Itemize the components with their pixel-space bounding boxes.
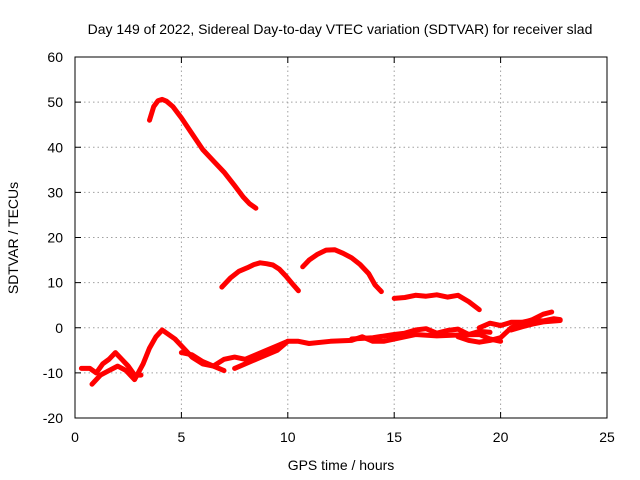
x-tick-label: 5: [178, 429, 186, 445]
x-tick-label: 10: [280, 429, 296, 445]
y-axis-label: SDTVAR / TECUs: [5, 182, 21, 294]
tick-layer: 0 5 10 15 20 25 -20 -10 0 10 20 30 40 50 60: [43, 49, 615, 445]
series-arc-low-5: [349, 326, 493, 342]
series-arc-low-8: [508, 318, 563, 333]
y-tick-label: 50: [47, 94, 63, 110]
series-arc-mid-3: [391, 292, 482, 313]
x-tick-label: 15: [386, 429, 402, 445]
y-tick-label: 40: [47, 139, 63, 155]
x-tick-label: 0: [71, 429, 79, 445]
series-layer: [78, 96, 563, 387]
y-tick-label: 30: [47, 184, 63, 200]
chart-title: Day 149 of 2022, Sidereal Day-to-day VTE…: [88, 21, 593, 37]
grid-layer: [75, 57, 607, 418]
series-arc-mid-2: [300, 247, 384, 295]
y-tick-label: 0: [55, 320, 63, 336]
y-tick-label: 20: [47, 230, 63, 246]
y-tick-label: 10: [47, 275, 63, 291]
x-tick-label: 20: [493, 429, 509, 445]
series-arc-high: [147, 96, 259, 211]
series-arc-low-1: [78, 350, 144, 378]
series-arc-mid-1: [219, 260, 301, 294]
y-tick-label: -20: [43, 410, 63, 426]
y-tick-label: -10: [43, 365, 63, 381]
series-arc-low-3: [178, 338, 291, 369]
x-tick-label: 25: [599, 429, 615, 445]
series-arc-low-6: [455, 309, 555, 345]
x-axis-label: GPS time / hours: [288, 457, 395, 473]
y-tick-label: 60: [47, 49, 63, 65]
